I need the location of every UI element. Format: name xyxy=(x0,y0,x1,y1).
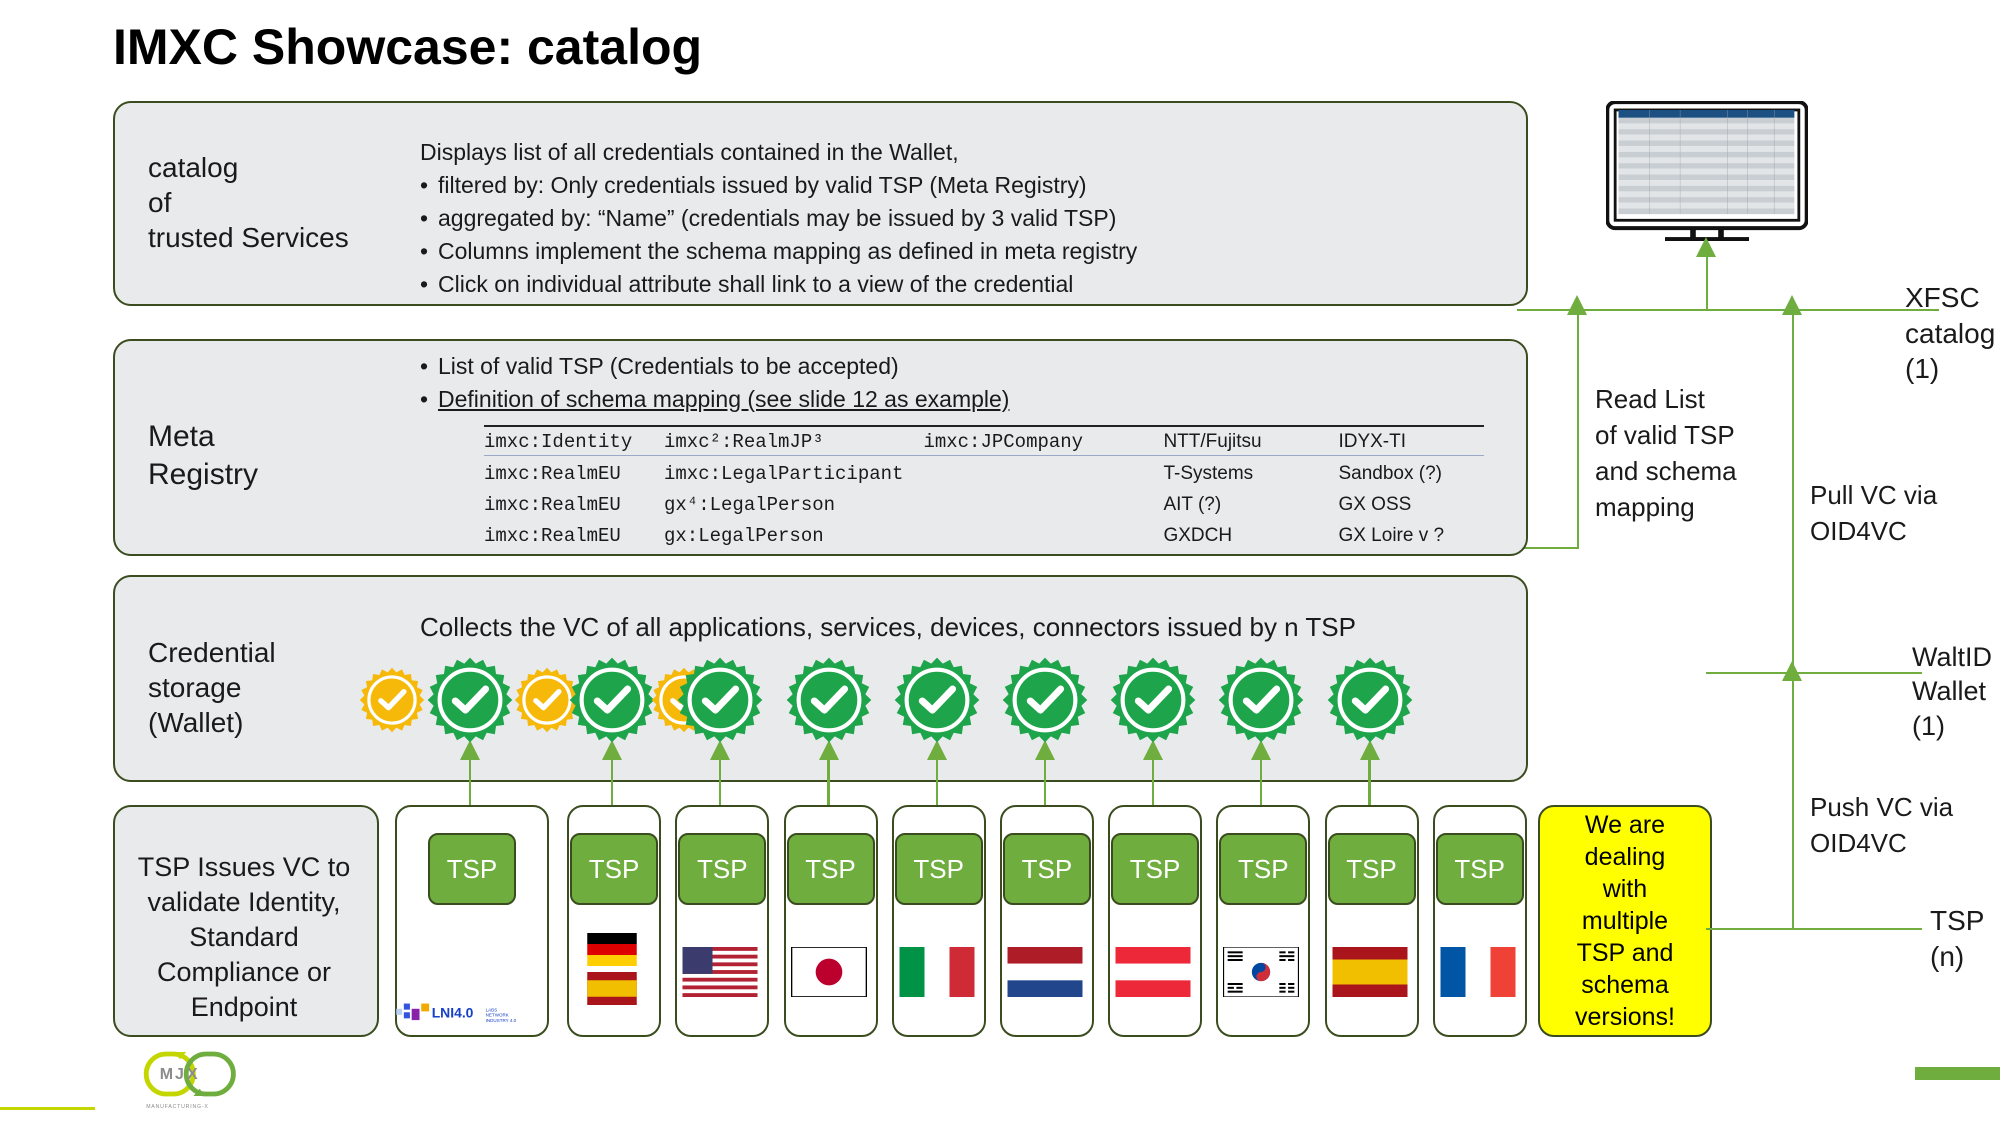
svg-text:INDUSTRY 4.0: INDUSTRY 4.0 xyxy=(486,1018,517,1023)
svg-text:LNI4.0: LNI4.0 xyxy=(432,1004,474,1020)
svg-text:LABS: LABS xyxy=(486,1007,498,1012)
svg-text:NETWORK: NETWORK xyxy=(486,1013,509,1018)
